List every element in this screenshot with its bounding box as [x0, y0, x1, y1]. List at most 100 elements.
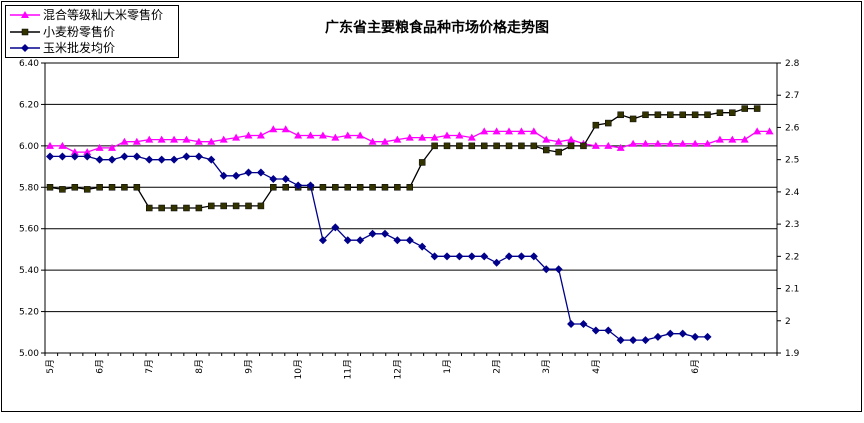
x-month-label: 6月: [690, 359, 701, 374]
rice-data-point: [641, 139, 650, 147]
corn-data-point: [132, 152, 141, 161]
flour-data-point: [208, 202, 215, 210]
rice-data-point: [157, 135, 166, 143]
square-marker-icon: [10, 28, 40, 36]
flour-data-point: [493, 142, 500, 150]
rice-data-point: [455, 131, 464, 139]
corn-data-point: [579, 320, 588, 328]
corn-data-point: [529, 252, 538, 261]
x-month-label: 12月: [392, 359, 403, 379]
corn-data-point: [232, 171, 241, 180]
rice-data-point: [529, 127, 538, 135]
y2-tick-label: 2.5: [785, 156, 799, 166]
triangle-marker-icon: [10, 11, 40, 18]
rice-data-point: [542, 135, 551, 143]
flour-data-point: [468, 142, 476, 150]
flour-data-point: [108, 184, 116, 191]
flour-data-point: [282, 184, 289, 191]
rice-data-point: [765, 127, 774, 135]
corn-data-point: [170, 155, 179, 164]
rice-data-point: [281, 125, 290, 133]
flour-data-point: [567, 142, 575, 150]
y2-tick-label: 2.2: [785, 252, 799, 262]
rice-data-point: [194, 137, 203, 145]
corn-data-point: [343, 236, 352, 245]
flour-data-point: [46, 184, 54, 191]
corn-data-point: [269, 175, 278, 183]
y-tick-label: 5.60: [19, 225, 39, 235]
legend-label-rice: 混合等级籼大米零售价: [43, 8, 164, 22]
rice-data-point: [46, 141, 54, 149]
rice-data-point: [244, 131, 253, 139]
legend-item-corn: 玉米批发均价: [6, 40, 178, 56]
rice-data-point: [653, 139, 662, 147]
x-month-label: 3月: [541, 359, 552, 374]
y-tick-label: 5.00: [19, 349, 39, 359]
corn-data-point: [405, 236, 414, 245]
corn-data-point: [678, 329, 687, 338]
flour-data-point: [729, 109, 736, 116]
y-tick-label: 5.20: [19, 308, 39, 318]
flour-data-point: [480, 142, 488, 150]
rice-data-point: [666, 139, 675, 147]
x-month-label: 9月: [243, 359, 254, 374]
corn-data-point: [244, 168, 253, 177]
y-tick-label: 5.80: [19, 183, 39, 193]
y2-tick-label: 2.7: [785, 91, 799, 101]
y-tick-label: 5.40: [19, 266, 39, 276]
rice-data-point: [567, 135, 576, 143]
rice-data-point: [170, 135, 179, 143]
rice-data-point: [70, 148, 79, 156]
corn-data-point: [58, 152, 67, 161]
flour-data-point: [232, 202, 240, 210]
flour-data-point: [270, 184, 277, 191]
rice-data-point: [182, 135, 191, 143]
rice-data-point: [442, 131, 451, 139]
rice-data-point: [393, 135, 402, 143]
corn-data-point: [505, 252, 514, 261]
rice-data-point: [629, 139, 638, 147]
x-month-label: 8月: [194, 359, 205, 374]
corn-data-point: [542, 265, 551, 274]
corn-data-point: [430, 252, 439, 261]
flour-data-point: [59, 186, 66, 193]
flour-data-point: [71, 184, 79, 191]
rice-data-point: [108, 143, 117, 151]
x-month-label: 11月: [343, 359, 354, 379]
corn-data-point: [567, 320, 576, 328]
flour-data-point: [654, 111, 662, 119]
flour-data-point: [580, 142, 587, 150]
rice-data-point: [207, 137, 216, 145]
rice-data-point: [331, 133, 340, 141]
flour-data-point: [530, 142, 538, 150]
corn-data-point: [281, 175, 290, 183]
flour-data-point: [319, 184, 327, 191]
y2-tick-label: 1.9: [785, 349, 800, 359]
x-month-label: 4月: [591, 359, 602, 374]
rice-data-point: [467, 133, 476, 141]
y2-tick-label: 2.8: [785, 59, 800, 69]
corn-data-point: [219, 171, 228, 180]
legend-item-flour: 小麦粉零售价: [6, 24, 178, 40]
x-month-label: 2月: [492, 359, 503, 374]
corn-data-point: [442, 252, 451, 261]
corn-data-point: [306, 181, 315, 190]
flour-data-point: [158, 204, 165, 212]
rice-data-point: [256, 131, 265, 139]
corn-data-point: [604, 326, 613, 335]
flour-data-point: [145, 204, 153, 212]
corn-data-point: [653, 332, 662, 341]
series-line-1: [49, 107, 758, 209]
x-month-label: 7月: [144, 359, 155, 374]
x-month-label: 5月: [45, 359, 56, 374]
flour-data-point: [605, 119, 612, 127]
x-month-label: 1月: [442, 359, 453, 374]
rice-data-point: [306, 131, 315, 139]
flour-data-point: [381, 184, 389, 191]
y2-tick-label: 2.4: [785, 188, 800, 198]
corn-data-point: [591, 326, 600, 335]
chart-frame: 5.00 5.20 5.40 5.60 5.80 6.00 6.20 6.40 1.9 2 2.1 2…: [1, 1, 862, 412]
flour-data-point: [642, 111, 649, 119]
y-tick-label: 6.40: [19, 59, 39, 69]
rice-data-point: [480, 127, 489, 135]
